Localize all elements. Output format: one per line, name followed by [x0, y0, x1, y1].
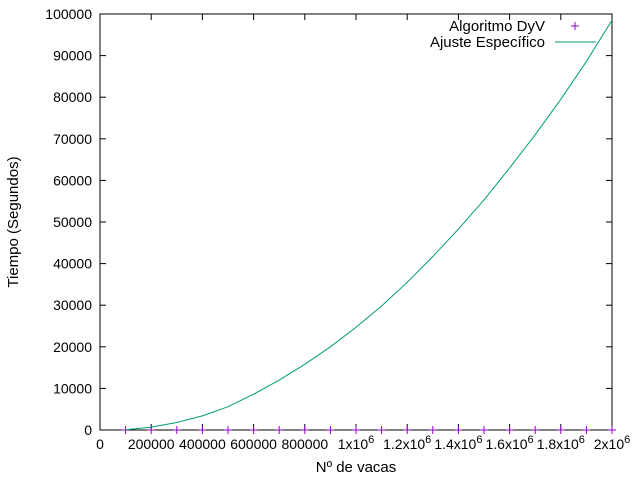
x-tick-label-exponent: 6 — [579, 434, 585, 446]
y-tick-label: 100000 — [45, 6, 92, 22]
data-point-dyv — [275, 426, 284, 434]
x-tick-label-base: 1x10 — [338, 436, 369, 452]
x-tick-label-exponent: 6 — [368, 434, 374, 446]
x-tick-label-base: 400000 — [179, 436, 226, 452]
x-tick-label-exponent: 6 — [425, 434, 431, 446]
x-tick-label-base: 1.4x10 — [434, 436, 476, 452]
x-tick-label: 2x106 — [594, 434, 630, 452]
data-point-dyv — [531, 426, 540, 434]
y-tick-label: 0 — [84, 422, 92, 438]
data-point-dyv — [403, 426, 412, 434]
x-tick-label: 1x106 — [338, 434, 374, 452]
data-point-dyv — [121, 426, 130, 434]
x-tick-label-base: 1.2x10 — [383, 436, 425, 452]
data-point-dyv — [172, 426, 181, 434]
x-tick-label-exponent: 6 — [624, 434, 630, 446]
y-axis-label: Tiempo (Segundos) — [5, 156, 22, 287]
data-point-dyv — [326, 426, 335, 434]
x-axis-ticks: 0 200000 400000 600000 800000 1x106 1.2x106 1.4… — [96, 14, 630, 452]
x-tick-label: 400000 — [179, 436, 226, 452]
x-tick-label: 1.2x106 — [383, 434, 431, 452]
x-tick-label: 1.4x106 — [434, 434, 482, 452]
plot-frame — [99, 13, 613, 431]
data-point-dyv — [352, 426, 360, 434]
x-tick-label: 1.6x106 — [486, 434, 534, 452]
x-tick-label-base: 200000 — [128, 436, 175, 452]
data-point-dyv — [556, 426, 565, 434]
data-point-dyv — [582, 426, 591, 434]
x-tick-label-base: 0 — [96, 436, 104, 452]
x-tick-label-exponent: 6 — [476, 434, 482, 446]
y-axis-ticks: 0 10000 20000 30000 40000 50000 60000 70000 8000… — [45, 6, 612, 438]
x-tick-label-exponent: 6 — [528, 434, 534, 446]
data-point-dyv — [249, 426, 258, 434]
x-tick-label-base: 2x10 — [594, 436, 625, 452]
series-layer — [121, 19, 616, 434]
x-tick-label: 200000 — [128, 436, 175, 452]
y-tick-label: 60000 — [53, 172, 92, 188]
y-tick-label: 80000 — [53, 89, 92, 105]
legend-label: Ajuste Específico — [430, 34, 545, 51]
y-tick-label: 50000 — [53, 214, 92, 230]
data-point-dyv — [608, 426, 616, 434]
x-tick-label: 1.8x106 — [537, 434, 585, 452]
x-tick-label: 600000 — [230, 436, 277, 452]
x-tick-label-base: 800000 — [281, 436, 328, 452]
legend-swatch-marker — [571, 22, 579, 30]
data-point-dyv — [198, 426, 207, 434]
y-tick-label: 70000 — [53, 131, 92, 147]
y-tick-label: 30000 — [53, 297, 92, 313]
x-tick-label: 800000 — [281, 436, 328, 452]
y-tick-label: 10000 — [53, 380, 92, 396]
series-line-ajuste — [125, 19, 613, 431]
data-point-dyv — [377, 426, 386, 434]
x-axis-label: Nº de vacas — [316, 459, 397, 476]
data-point-dyv — [428, 426, 437, 434]
data-point-dyv — [480, 426, 488, 434]
x-tick-label: 0 — [96, 436, 104, 452]
data-point-dyv — [224, 426, 232, 434]
y-tick-label: 40000 — [53, 256, 92, 272]
data-point-dyv — [454, 426, 463, 434]
data-point-dyv — [300, 426, 309, 434]
legend-label: Algoritmo DyV — [449, 18, 545, 35]
y-tick-label: 90000 — [53, 48, 92, 64]
x-tick-label-base: 600000 — [230, 436, 277, 452]
data-point-dyv — [505, 426, 514, 434]
x-tick-label-base: 1.6x10 — [486, 436, 528, 452]
y-tick-label: 20000 — [53, 339, 92, 355]
x-tick-label-base: 1.8x10 — [537, 436, 579, 452]
